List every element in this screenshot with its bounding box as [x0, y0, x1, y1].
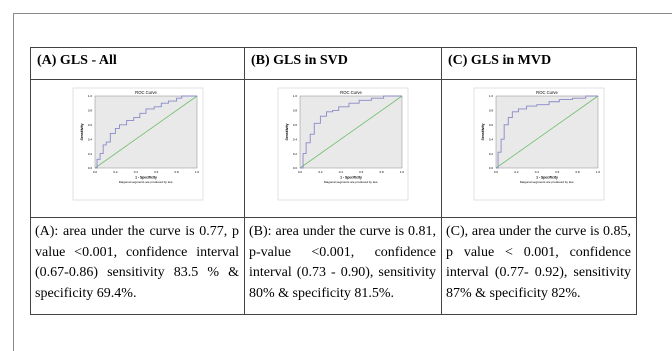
panel-a-caption: (A): area under the curve is 0.77, p val… — [35, 224, 239, 301]
y-axis-label: Sensitivity — [80, 123, 84, 140]
x-tick-label: 0.4 — [535, 170, 540, 174]
x-tick-label: 0.4 — [134, 170, 139, 174]
y-tick-label: 0.0 — [293, 166, 298, 170]
panel-b-heading-cell: (B) GLS in SVD — [244, 47, 442, 80]
x-tick-label: 1.0 — [195, 170, 200, 174]
panel-a-heading-cell: (A) GLS - All — [30, 47, 245, 80]
panel-c-caption-cell: (C), area under the curve is 0.85, p val… — [441, 217, 637, 315]
y-tick-label: 0.8 — [88, 109, 93, 113]
page-frame — [13, 13, 672, 351]
panel-b-caption-cell: (B): area under the curve is 0.81, p-val… — [244, 217, 442, 315]
y-tick-label: 0.0 — [489, 166, 494, 170]
y-tick-label: 0.4 — [489, 137, 494, 141]
y-tick-label: 0.2 — [88, 152, 93, 156]
y-tick-label: 0.6 — [293, 123, 298, 127]
panel-a-plot-cell: ROC Curve 0.0 0.0 0.2 0.2 0.4 0.4 0.6 0.6 0.8 0.8 1… — [30, 79, 245, 218]
y-tick-label: 1.0 — [293, 94, 298, 98]
panel-c-caption: (C), area under the curve is 0.85, p val… — [446, 224, 631, 301]
y-axis-label: Sensitivity — [481, 123, 485, 140]
x-tick-label: 0.0 — [298, 170, 303, 174]
roc-curve — [496, 95, 598, 169]
reference-diagonal — [495, 95, 599, 169]
x-tick-label: 0.0 — [93, 170, 98, 174]
x-tick-label: 0.8 — [380, 170, 385, 174]
panel-c-plot-cell: ROC Curve 0.0 0.0 0.2 0.2 0.4 0.4 0.6 0.6 0.8 0.8 1… — [441, 79, 637, 218]
roc-chart-a: ROC Curve 0.00.0 0.2 0.2 0.4 0.4 0.6 0.6 0.8 0.8 1… — [72, 87, 204, 201]
x-tick-label: 0.0 — [494, 170, 499, 174]
y-tick-label: 0.4 — [293, 137, 298, 141]
y-tick-label: 0.0 — [88, 166, 93, 170]
x-tick-label: 0.4 — [339, 170, 344, 174]
roc-curve — [95, 95, 197, 169]
panel-c-heading: (C) GLS in MVD — [448, 53, 552, 68]
y-tick-label: 0.8 — [489, 109, 494, 113]
y-tick-label: 0.6 — [489, 123, 494, 127]
panel-b-plot-cell: ROC Curve 0.0 0.0 0.2 0.2 0.4 0.4 0.6 0.6 0.8 0.8 1… — [244, 79, 442, 218]
x-tick-label: 1.0 — [596, 170, 601, 174]
x-axis-label: 1 - Specificity — [135, 176, 157, 180]
y-tick-label: 0.8 — [293, 109, 298, 113]
reference-diagonal — [94, 95, 198, 169]
plot-footnote: Diagonal segments are produced by ties. — [520, 180, 575, 184]
x-tick-label: 0.2 — [318, 170, 323, 174]
x-axis-label: 1 - Specificity — [536, 176, 558, 180]
x-tick-label: 0.2 — [113, 170, 118, 174]
roc-chart-b: ROC Curve 0.00.0 0.2 0.2 0.4 0.4 0.6 0.6 0.8 0.8 1… — [277, 87, 409, 201]
x-axis-label: 1 - Specificity — [340, 176, 362, 180]
panel-c-heading-cell: (C) GLS in MVD — [441, 47, 637, 80]
reference-diagonal — [299, 95, 403, 169]
plot-footnote: Diagonal segments are produced by ties. — [324, 180, 379, 184]
x-tick-label: 0.6 — [359, 170, 364, 174]
panel-b-heading: (B) GLS in SVD — [251, 53, 348, 68]
y-tick-label: 0.2 — [489, 152, 494, 156]
roc-figure-table: (A) GLS - All (B) GLS in SVD (C) GLS in … — [30, 47, 637, 315]
panel-a-caption-cell: (A): area under the curve is 0.77, p val… — [30, 217, 245, 315]
plot-footnote: Diagonal segments are produced by ties. — [119, 180, 174, 184]
x-tick-label: 0.6 — [154, 170, 159, 174]
y-tick-label: 0.6 — [88, 123, 93, 127]
panel-a-heading: (A) GLS - All — [37, 53, 117, 68]
x-tick-label: 0.2 — [514, 170, 519, 174]
y-tick-label: 0.4 — [88, 137, 93, 141]
plot-title: ROC Curve — [340, 90, 362, 95]
x-tick-label: 0.6 — [555, 170, 560, 174]
y-axis-label: Sensitivity — [285, 123, 289, 140]
x-tick-label: 0.8 — [175, 170, 180, 174]
plot-title: ROC Curve — [135, 90, 157, 95]
y-tick-label: 1.0 — [489, 94, 494, 98]
roc-curve — [300, 95, 402, 169]
x-tick-label: 1.0 — [400, 170, 405, 174]
roc-chart-c: ROC Curve 0.00.0 0.2 0.2 0.4 0.4 0.6 0.6 0.8 0.8 1… — [473, 87, 605, 201]
plot-title: ROC Curve — [536, 90, 558, 95]
y-tick-label: 0.2 — [293, 152, 298, 156]
x-tick-label: 0.8 — [576, 170, 581, 174]
y-tick-label: 1.0 — [88, 94, 93, 98]
panel-b-caption: (B): area under the curve is 0.81, p-val… — [249, 224, 436, 301]
